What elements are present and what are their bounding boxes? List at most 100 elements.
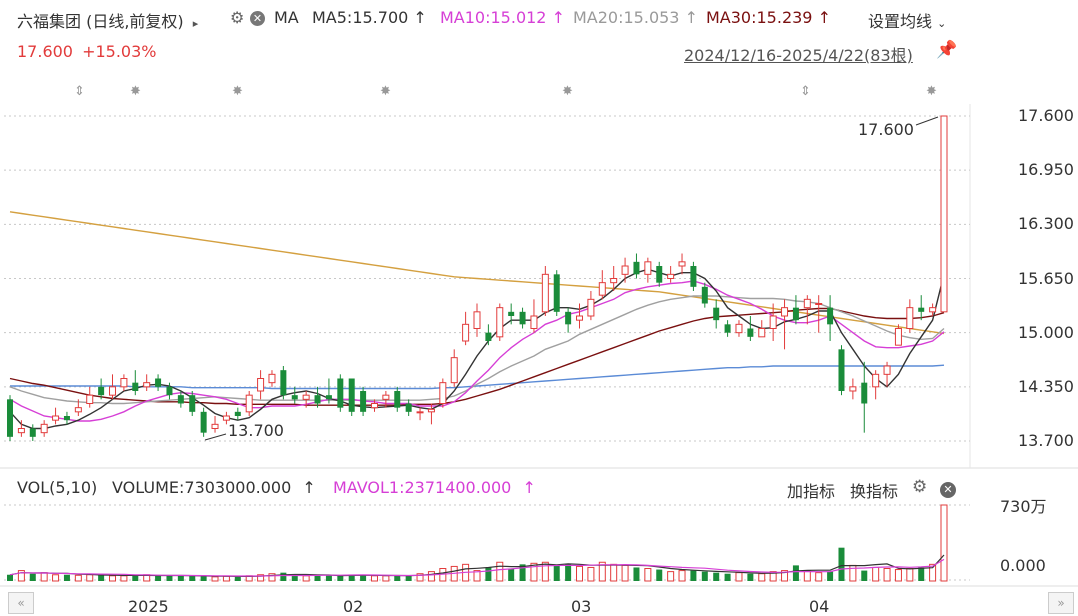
- volume-bar: [98, 575, 105, 581]
- volume-bar: [838, 547, 845, 581]
- current-price: 17.600: [17, 42, 73, 61]
- candle-body: [861, 382, 868, 404]
- volume-ma-line: [9, 558, 945, 577]
- event-marker-icon[interactable]: ⇕: [74, 84, 85, 99]
- candle-body: [291, 395, 298, 400]
- vol-title: VOL(5,10): [17, 478, 98, 497]
- vol-axis-zero: 0.000: [1000, 556, 1046, 575]
- candle-body: [621, 265, 629, 275]
- candle-body: [598, 282, 606, 296]
- candle-body: [678, 261, 686, 267]
- candle-body: [98, 386, 105, 396]
- close-circle-icon[interactable]: ✕: [250, 7, 265, 26]
- candle-body: [929, 307, 937, 313]
- candle-body: [245, 394, 253, 413]
- event-marker-icon[interactable]: ✸: [380, 84, 391, 99]
- volume-bar: [678, 570, 686, 582]
- candle-body: [325, 395, 332, 400]
- expand-arrow-icon[interactable]: ▸: [192, 17, 199, 30]
- volume-bar: [314, 575, 321, 581]
- ma30-line: [9, 307, 945, 406]
- gear-icon[interactable]: ⚙: [230, 8, 245, 27]
- volume-bar: [40, 572, 48, 582]
- candle-body: [701, 286, 708, 304]
- add-indicator-button[interactable]: 加指标: [787, 482, 836, 501]
- volume-bar: [735, 572, 743, 582]
- volume-bar: [587, 566, 595, 582]
- candle-body: [222, 415, 230, 421]
- candle-body: [576, 315, 584, 321]
- ma-settings-button[interactable]: 设置均线 ⌄: [868, 12, 947, 31]
- volume-bar: [861, 570, 868, 581]
- candle-body: [541, 273, 549, 313]
- price-tick-label: 14.350: [1018, 376, 1074, 396]
- ma-label: MA: [274, 8, 299, 27]
- candle-body: [450, 357, 458, 384]
- change-percent: +15.03%: [82, 42, 157, 61]
- volume-bar: [189, 575, 196, 581]
- candle-body: [439, 382, 447, 404]
- candle-body: [815, 303, 823, 305]
- candle-body: [496, 307, 504, 338]
- ma10-value: MA10:15.012 ↑: [440, 8, 565, 27]
- volume-bar: [883, 568, 891, 582]
- volume-bar: [633, 567, 640, 581]
- candle-body: [189, 395, 196, 412]
- event-marker-icon[interactable]: ✸: [232, 84, 243, 99]
- volume-bar: [724, 573, 731, 581]
- volume-bar: [792, 565, 799, 581]
- candle-body: [872, 373, 880, 388]
- date-range[interactable]: 2024/12/16-2025/4/22(83根): [684, 46, 913, 65]
- candle-body: [337, 378, 344, 408]
- price-change: 17.600 +15.03%: [17, 42, 157, 61]
- candle-body: [416, 411, 424, 414]
- volume-bar: [781, 570, 789, 582]
- gear-icon[interactable]: ⚙: [912, 477, 928, 497]
- scroll-right-button[interactable]: »: [1048, 592, 1074, 614]
- price-tick-label: 16.950: [1018, 160, 1074, 180]
- candle-body: [508, 311, 515, 316]
- volume-bar: [519, 564, 526, 581]
- volume-bar: [610, 563, 618, 582]
- switch-indicator-button[interactable]: 换指标: [850, 482, 899, 501]
- scroll-left-button[interactable]: «: [8, 592, 34, 614]
- candle-body: [427, 408, 435, 413]
- volume-bar: [827, 571, 834, 581]
- price-tick-label: 16.300: [1018, 214, 1074, 234]
- event-marker-icon[interactable]: ⇕: [800, 84, 811, 99]
- volume-bar: [222, 575, 230, 582]
- volume-bar: [291, 575, 298, 581]
- candle-body: [610, 278, 618, 284]
- volume-bar: [337, 575, 344, 581]
- volume-bar: [109, 575, 117, 582]
- candle-body: [29, 428, 36, 437]
- event-marker-icon[interactable]: ✸: [562, 84, 573, 99]
- price-tick-label: 15.000: [1018, 322, 1074, 342]
- candle-body: [883, 365, 891, 375]
- candle-body: [74, 407, 82, 413]
- candle-body: [713, 307, 720, 321]
- time-label: 02: [343, 597, 364, 616]
- volume-bar: [29, 573, 36, 581]
- volume-bar: [166, 575, 173, 581]
- volume-bar: [701, 571, 708, 581]
- event-marker-icon[interactable]: ✸: [130, 84, 141, 99]
- candle-body: [553, 274, 560, 312]
- volume-bar: [929, 563, 937, 582]
- volume-bar: [644, 568, 652, 582]
- candle-body: [370, 403, 378, 409]
- event-marker-icon[interactable]: ✸: [926, 84, 937, 99]
- candle-body: [382, 394, 390, 400]
- ma5-value: MA5:15.700 ↑: [312, 8, 427, 27]
- pin-icon[interactable]: 📌: [936, 40, 958, 60]
- close-circle-icon[interactable]: ✕: [940, 478, 956, 498]
- candle-body: [155, 378, 162, 387]
- volume-bar: [416, 573, 424, 582]
- volume-bar: [940, 504, 948, 582]
- candle-body: [644, 261, 652, 275]
- vol-axis-top: 730万: [1000, 497, 1047, 516]
- candle-body: [758, 328, 766, 338]
- volume-bar: [906, 568, 914, 582]
- stock-title[interactable]: 六福集团 (日线,前复权) ▸: [17, 8, 198, 32]
